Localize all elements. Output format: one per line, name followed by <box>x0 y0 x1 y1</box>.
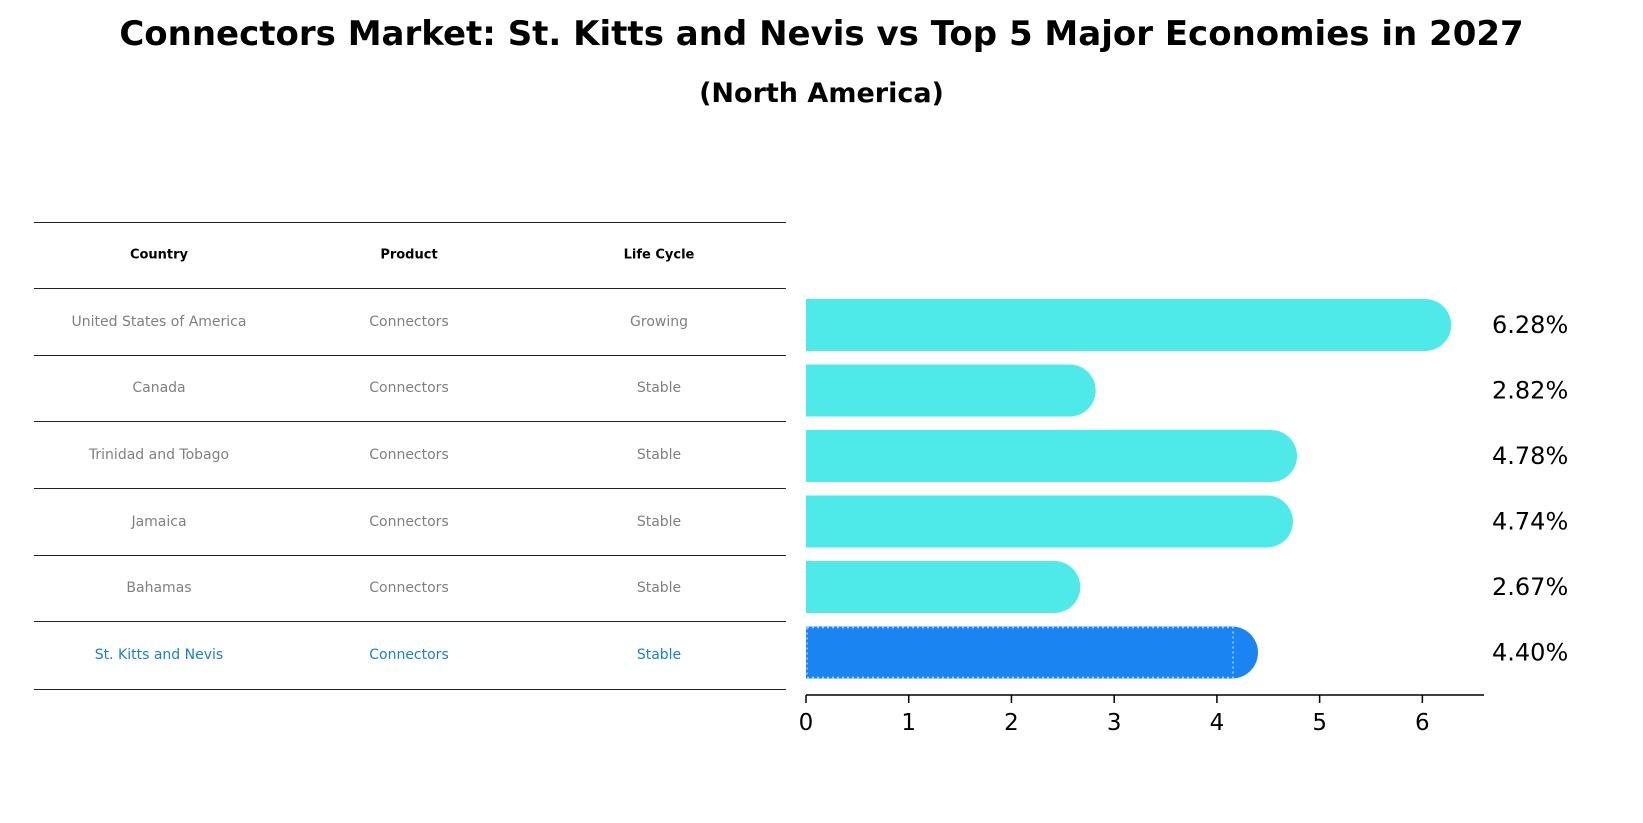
row-2-country: Canada <box>132 380 186 396</box>
bar-4 <box>806 495 1293 548</box>
row-5-country: Bahamas <box>126 580 192 596</box>
row-5-life-cycle: Stable <box>636 580 682 596</box>
row-2-product: Connectors <box>369 380 449 396</box>
row-1-product: Connectors <box>369 314 449 330</box>
bar-6 <box>806 626 1258 679</box>
row-5-product: Connectors <box>369 580 449 596</box>
bar-3 <box>806 430 1298 482</box>
row-divider <box>34 355 786 356</box>
x-tick-label-3: 3 <box>1107 710 1122 736</box>
x-tick-label-4: 4 <box>1210 710 1225 736</box>
x-tick-label-6: 6 <box>1415 710 1430 736</box>
header-life-cycle: Life Cycle <box>623 247 695 263</box>
bar-2 <box>806 364 1096 417</box>
row-3-life-cycle: Stable <box>636 447 682 463</box>
row-3-product: Connectors <box>369 447 449 463</box>
row-1-life-cycle: Growing <box>630 314 688 330</box>
row-6-life-cycle: Stable <box>636 647 682 663</box>
bar-value-label-2: 2.82% <box>1492 377 1568 405</box>
table-bottom-rule <box>34 689 786 690</box>
row-4-country: Jamaica <box>131 514 187 530</box>
row-6-country: St. Kitts and Nevis <box>94 647 224 663</box>
table-top-rule <box>34 222 786 223</box>
bar-value-label-5: 2.67% <box>1492 573 1568 601</box>
x-tick-label-5: 5 <box>1312 710 1327 736</box>
row-divider <box>34 488 786 489</box>
row-4-life-cycle: Stable <box>636 514 682 530</box>
row-1-country: United States of America <box>71 314 247 330</box>
header-product: Product <box>380 247 438 263</box>
table-header-rule <box>34 288 786 289</box>
row-4-product: Connectors <box>369 514 449 530</box>
x-tick-label-0: 0 <box>799 710 814 736</box>
bar-value-label-1: 6.28% <box>1492 311 1568 339</box>
bar-value-label-4: 4.74% <box>1492 508 1568 536</box>
row-2-life-cycle: Stable <box>636 380 682 396</box>
header-country: Country <box>129 247 189 263</box>
bar-value-label-3: 4.78% <box>1492 442 1568 470</box>
chart-title: Connectors Market: St. Kitts and Nevis v… <box>119 14 1524 54</box>
bar-5 <box>806 561 1081 613</box>
row-6-product: Connectors <box>369 647 449 663</box>
x-tick-label-2: 2 <box>1004 710 1019 736</box>
row-3-country: Trinidad and Tobago <box>88 447 230 463</box>
bar-1 <box>806 299 1452 351</box>
bar-value-label-6: 4.40% <box>1492 639 1568 667</box>
row-divider <box>34 555 786 556</box>
chart-subtitle: (North America) <box>699 78 944 109</box>
row-divider <box>34 621 786 622</box>
x-tick-label-1: 1 <box>901 710 916 736</box>
row-divider <box>34 421 786 422</box>
